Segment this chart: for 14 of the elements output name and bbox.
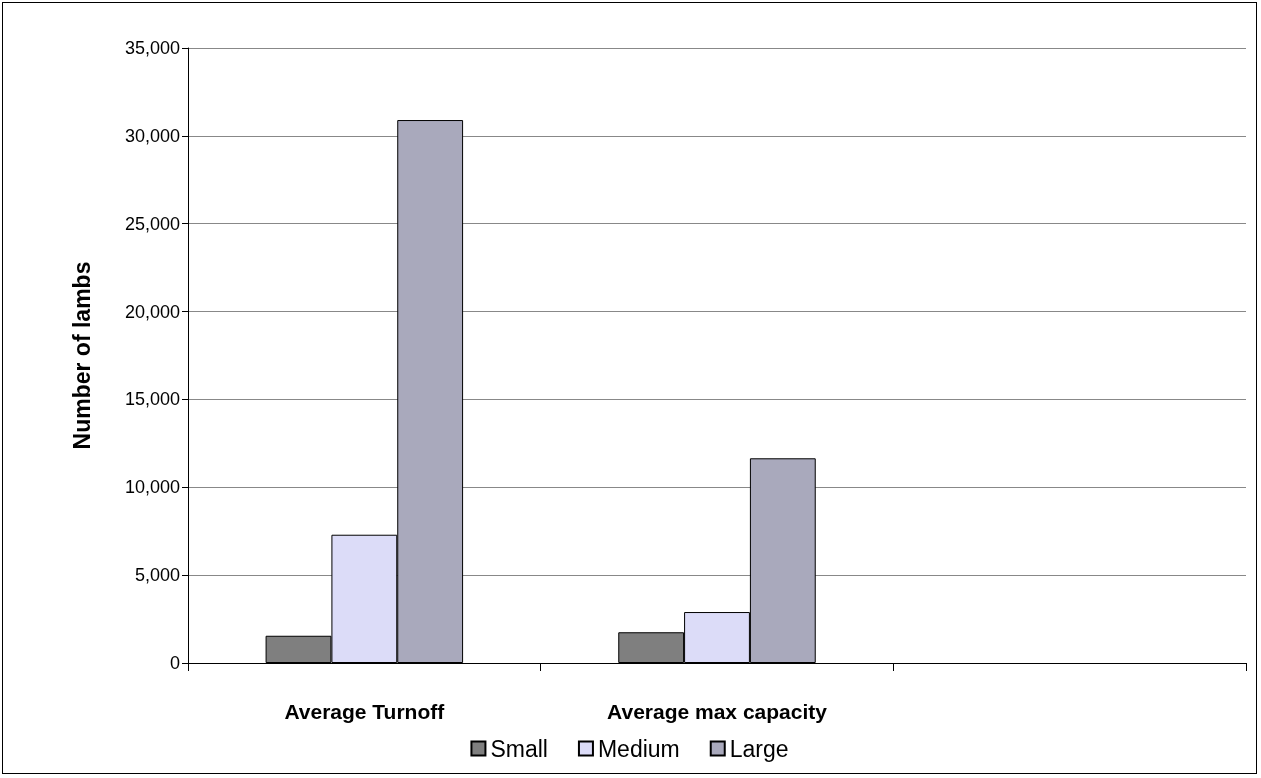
legend-label: Large — [729, 735, 789, 762]
y-tick-label: 10,000 — [124, 477, 180, 498]
legend-label: Medium — [597, 735, 680, 762]
y-tick-label: 0 — [169, 653, 180, 673]
x-tick-label: Average Turnoff — [284, 700, 446, 723]
y-tick-label: 20,000 — [124, 301, 180, 322]
y-tick-label: 30,000 — [124, 125, 180, 146]
y-tick-label: 15,000 — [124, 389, 180, 410]
y-tick-label: 25,000 — [124, 213, 180, 234]
x-tick-label: Average max capacity — [607, 700, 828, 723]
legend-label: Small — [490, 735, 548, 762]
y-tick-label: 35,000 — [124, 38, 180, 58]
y-tick-label: 5,000 — [134, 565, 180, 586]
y-axis-title: Number of lambs — [68, 261, 95, 450]
